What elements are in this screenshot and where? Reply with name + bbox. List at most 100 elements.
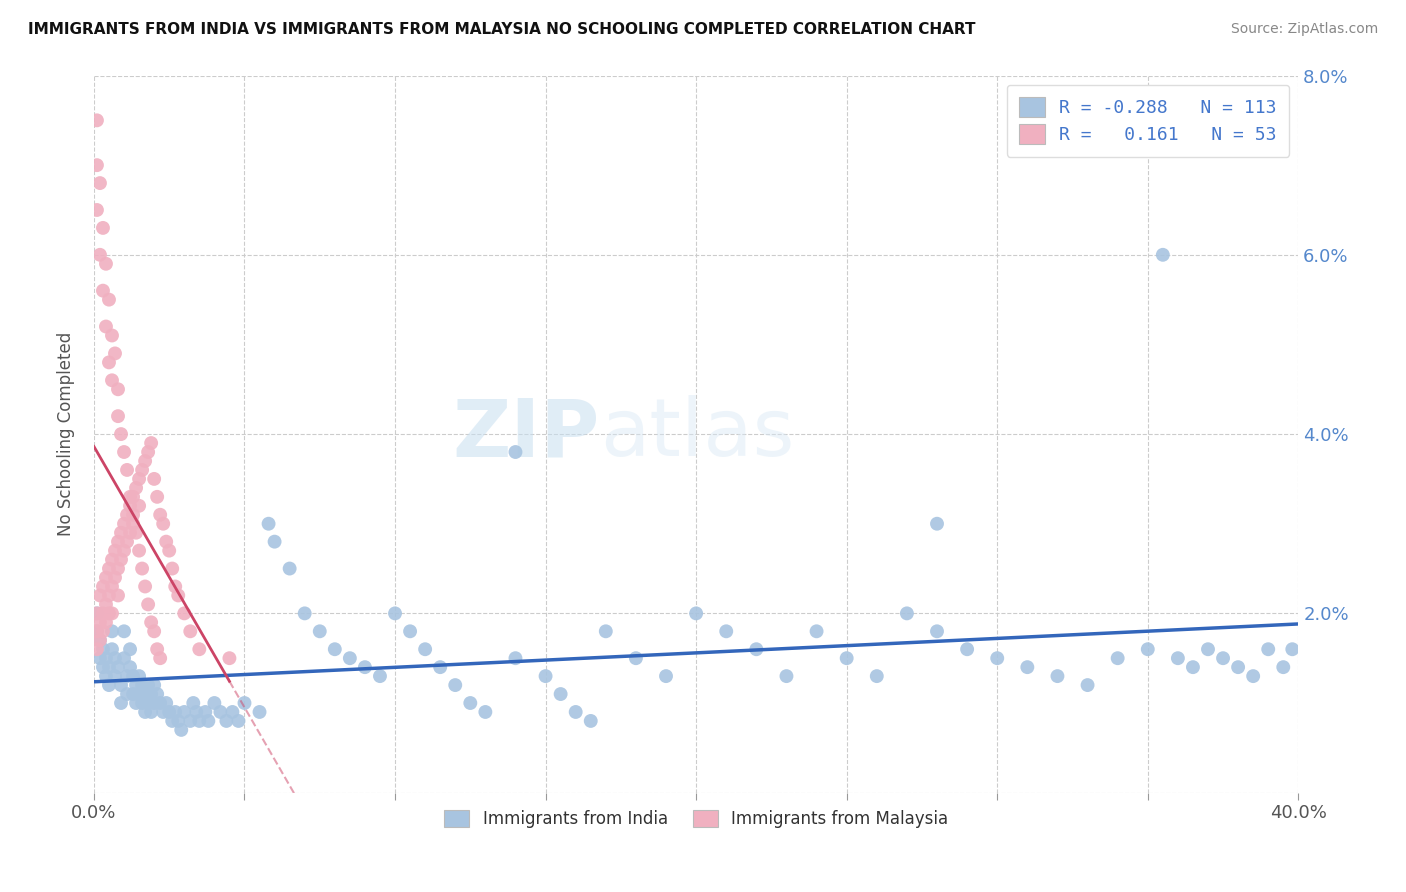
Point bbox=[474, 705, 496, 719]
Point bbox=[89, 633, 111, 648]
Point bbox=[354, 660, 377, 674]
Point bbox=[986, 651, 1008, 665]
Point bbox=[155, 696, 177, 710]
Point bbox=[104, 543, 127, 558]
Point bbox=[134, 454, 156, 468]
Point bbox=[209, 705, 232, 719]
Point bbox=[139, 436, 162, 450]
Point bbox=[139, 615, 162, 630]
Point bbox=[98, 607, 121, 621]
Point bbox=[115, 508, 138, 522]
Point bbox=[110, 427, 132, 442]
Point bbox=[86, 607, 108, 621]
Point bbox=[122, 687, 145, 701]
Legend: Immigrants from India, Immigrants from Malaysia: Immigrants from India, Immigrants from M… bbox=[437, 803, 955, 835]
Point bbox=[1272, 660, 1295, 674]
Point bbox=[1152, 248, 1174, 262]
Point bbox=[1227, 660, 1250, 674]
Point bbox=[1197, 642, 1219, 657]
Point bbox=[579, 714, 602, 728]
Point bbox=[86, 113, 108, 128]
Point bbox=[534, 669, 557, 683]
Point bbox=[170, 723, 193, 737]
Point bbox=[131, 678, 153, 692]
Point bbox=[956, 642, 979, 657]
Point bbox=[136, 696, 159, 710]
Point bbox=[107, 660, 129, 674]
Point bbox=[505, 445, 527, 459]
Point bbox=[125, 525, 148, 540]
Point bbox=[104, 651, 127, 665]
Point bbox=[1212, 651, 1234, 665]
Point bbox=[110, 525, 132, 540]
Point bbox=[716, 624, 738, 639]
Point bbox=[94, 651, 117, 665]
Point bbox=[120, 660, 142, 674]
Point bbox=[101, 642, 124, 657]
Point bbox=[94, 257, 117, 271]
Point bbox=[1046, 669, 1069, 683]
Point bbox=[125, 696, 148, 710]
Point bbox=[429, 660, 451, 674]
Point bbox=[149, 651, 172, 665]
Point bbox=[188, 642, 211, 657]
Point bbox=[165, 579, 187, 593]
Point bbox=[94, 570, 117, 584]
Point bbox=[139, 687, 162, 701]
Point bbox=[1241, 669, 1264, 683]
Point bbox=[146, 687, 169, 701]
Point bbox=[112, 651, 135, 665]
Point bbox=[107, 382, 129, 396]
Point bbox=[143, 472, 166, 486]
Point bbox=[228, 714, 250, 728]
Point bbox=[122, 669, 145, 683]
Point bbox=[505, 651, 527, 665]
Point bbox=[107, 534, 129, 549]
Point bbox=[806, 624, 828, 639]
Point bbox=[112, 516, 135, 531]
Point bbox=[110, 552, 132, 566]
Point bbox=[181, 696, 204, 710]
Point bbox=[104, 669, 127, 683]
Point bbox=[110, 678, 132, 692]
Point bbox=[624, 651, 647, 665]
Point bbox=[1017, 660, 1039, 674]
Point bbox=[94, 669, 117, 683]
Point bbox=[89, 176, 111, 190]
Point bbox=[112, 624, 135, 639]
Point bbox=[120, 490, 142, 504]
Point bbox=[160, 714, 183, 728]
Point bbox=[89, 633, 111, 648]
Point bbox=[115, 534, 138, 549]
Point bbox=[89, 615, 111, 630]
Point bbox=[413, 642, 436, 657]
Point bbox=[91, 284, 114, 298]
Point bbox=[1136, 642, 1159, 657]
Point bbox=[91, 607, 114, 621]
Point bbox=[107, 589, 129, 603]
Point bbox=[98, 355, 121, 369]
Point bbox=[1107, 651, 1129, 665]
Point bbox=[1181, 660, 1204, 674]
Point bbox=[98, 293, 121, 307]
Point bbox=[86, 202, 108, 217]
Point bbox=[165, 705, 187, 719]
Point bbox=[86, 624, 108, 639]
Point bbox=[94, 598, 117, 612]
Point bbox=[186, 705, 208, 719]
Point bbox=[221, 705, 243, 719]
Point bbox=[384, 607, 406, 621]
Point bbox=[101, 579, 124, 593]
Point bbox=[136, 598, 159, 612]
Point bbox=[458, 696, 481, 710]
Point bbox=[120, 525, 142, 540]
Point bbox=[91, 624, 114, 639]
Point bbox=[128, 669, 150, 683]
Point bbox=[128, 499, 150, 513]
Point bbox=[155, 534, 177, 549]
Point bbox=[94, 615, 117, 630]
Point bbox=[122, 516, 145, 531]
Point bbox=[152, 516, 174, 531]
Point bbox=[134, 687, 156, 701]
Point bbox=[160, 561, 183, 575]
